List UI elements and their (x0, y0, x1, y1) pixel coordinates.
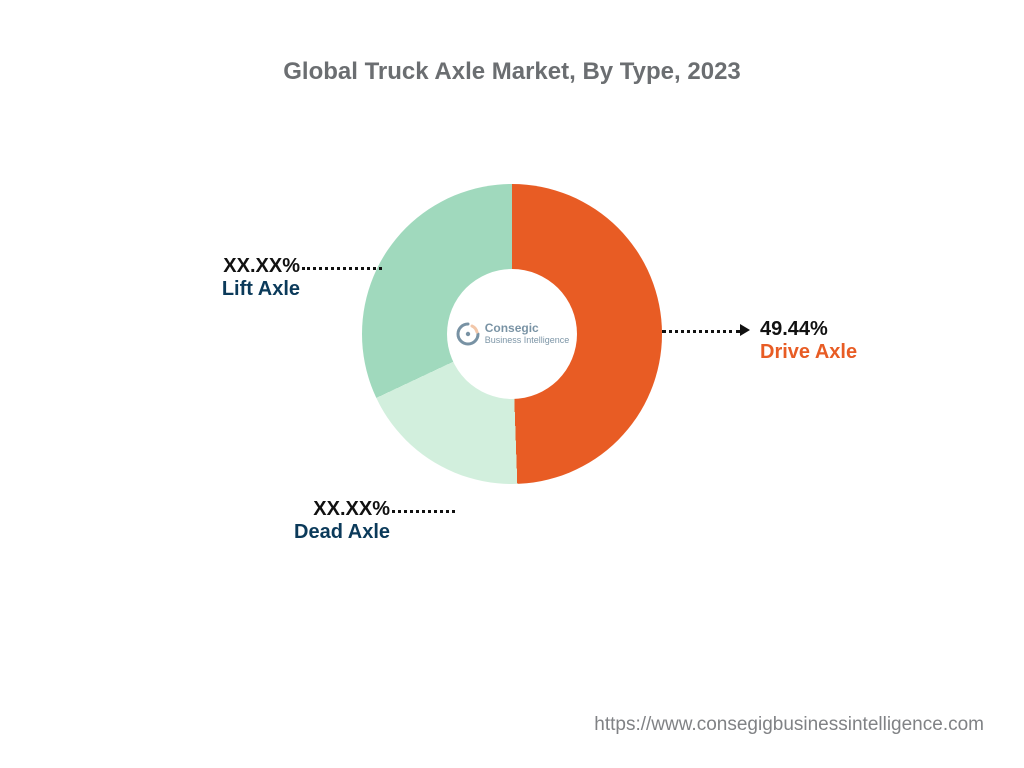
donut-chart: Consegic Business Intelligence (362, 184, 662, 484)
slice-label-drive: 49.44% Drive Axle (760, 318, 857, 364)
slice-label-dead: XX.XX% Dead Axle (270, 498, 390, 544)
logo-brand-line1: Consegic (485, 322, 570, 335)
logo-text: Consegic Business Intelligence (485, 322, 570, 345)
footer-url: https://www.consegigbusinessintelligence… (594, 714, 984, 736)
slice-name: Lift Axle (180, 278, 300, 301)
slice-pct: XX.XX% (270, 498, 390, 521)
slice-name: Dead Axle (270, 521, 390, 544)
slice-pct: XX.XX% (180, 255, 300, 278)
center-logo: Consegic Business Intelligence (455, 321, 570, 347)
slice-label-lift: XX.XX% Lift Axle (180, 255, 300, 301)
logo-icon (455, 321, 481, 347)
slice-name: Drive Axle (760, 341, 857, 364)
chart-title: Global Truck Axle Market, By Type, 2023 (0, 58, 1024, 86)
slice-pct: 49.44% (760, 318, 857, 341)
leader-line-dead (392, 510, 455, 513)
donut-hole: Consegic Business Intelligence (447, 269, 577, 399)
leader-line-drive (662, 330, 740, 333)
arrow-icon (740, 324, 750, 336)
leader-line-lift (302, 267, 382, 270)
logo-brand-line2: Business Intelligence (485, 336, 570, 346)
